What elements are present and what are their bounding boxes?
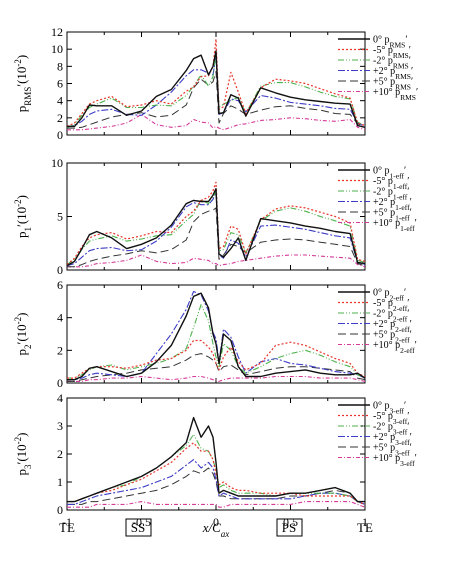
y-tick-label: 10 [51, 42, 63, 56]
panel-2: 0 5 10 p1′(10-2) 0° p1-eff′-5° p1-eff′-2° p1… [13, 156, 417, 277]
y-tick-label: 1 [57, 475, 63, 489]
y-tick-label: 4 [57, 94, 63, 108]
series-line-4 [67, 290, 365, 381]
legend-entry: 0° p1-eff′ [373, 166, 406, 181]
series-line-1 [67, 292, 365, 381]
series-line-2 [67, 442, 365, 505]
series-line-3 [67, 52, 365, 128]
legend-entry: +2° p1-eff′ [373, 197, 412, 212]
legend-entry: +5° p2-eff′ [373, 330, 412, 345]
y-tick-label: 4 [57, 311, 63, 325]
panel-1: 0 2 4 6 8 10 12 pRMS′(10-2) 0° pRMS′-5° pRMS′-2°… [13, 25, 418, 142]
y-tick-label: 4 [57, 391, 63, 405]
legend-entry: -2° p2-eff′ [373, 309, 409, 324]
legend-entry: +5° pRMS′ [373, 77, 413, 92]
legend-entry: -5° p1-eff′ [373, 176, 409, 191]
legend-entry: -2° p1-eff′ [373, 187, 409, 202]
x-tick-label: 1 [362, 515, 368, 529]
plot-frame [66, 31, 366, 136]
legend-entry: 0° pRMS′ [373, 35, 408, 50]
legend-entry: +2° pRMS′ [373, 66, 413, 81]
legend-entry: +10° p2-eff′ [373, 340, 417, 355]
legend-entry: 0° p2-eff′ [373, 288, 406, 303]
ss-box [125, 518, 152, 537]
y-tick-label: 2 [57, 447, 63, 461]
y-tick-label: 0 [57, 503, 63, 517]
series-line-1 [67, 50, 365, 128]
legend-entry: -2° pRMS′ [373, 56, 411, 71]
legend-entry: -5° pRMS′ [373, 45, 411, 60]
y-axis-label: p3′(10-2) [13, 432, 33, 475]
series-line-5 [67, 207, 365, 268]
legend-entry: +5° p3-eff′ [373, 443, 412, 458]
series-line-1 [67, 188, 365, 267]
x-tick-label: -1 [62, 515, 72, 529]
y-tick-label: 2 [57, 111, 63, 125]
series-line-6 [67, 501, 365, 508]
y-axis-label: pRMS′(10-2) [13, 55, 33, 113]
legend-entry: +2° p2-eff′ [373, 319, 412, 334]
y-tick-label: 12 [51, 25, 63, 39]
y-tick-label: 3 [57, 419, 63, 433]
ps-label: PS [282, 520, 296, 535]
legend-entry: +2° p3-eff′ [373, 432, 412, 447]
series-line-3 [67, 304, 365, 379]
series-line-6 [67, 254, 365, 268]
series-line-2 [67, 339, 365, 379]
y-tick-label: 6 [57, 77, 63, 91]
legend-entry: -5° p2-eff′ [373, 298, 409, 313]
te-right-label: TE [357, 520, 373, 535]
y-tick-label: 8 [57, 59, 63, 73]
series-line-4 [67, 55, 365, 127]
series-line-2 [67, 38, 365, 127]
y-tick-label: 0 [57, 128, 63, 142]
series-group [67, 416, 365, 508]
plot-frame [66, 284, 366, 384]
ps-box [276, 518, 303, 537]
legend-entry: -5° p3-eff′ [373, 411, 409, 426]
y-tick-label: 0 [57, 263, 63, 277]
y-tick-label: 0 [57, 376, 63, 390]
legend-entry: +10° pRMS′ [373, 87, 418, 102]
y-tick-label: 10 [51, 156, 63, 170]
legend-entry: +10° p3-eff′ [373, 453, 417, 468]
y-tick-label: 2 [57, 343, 63, 357]
series-line-2 [67, 181, 365, 266]
series-line-1 [67, 416, 365, 503]
legend-entry: 0° p3-eff′ [373, 401, 406, 416]
y-tick-label: 5 [57, 210, 63, 224]
panel-3: 0 2 4 6 p2′(10-2) 0° p2-eff′-5° p2-eff′-2° p2… [13, 278, 417, 390]
te-left-label: TE [59, 520, 75, 535]
y-axis-label: p1′(10-2) [13, 195, 33, 238]
series-line-6 [67, 375, 365, 382]
series-line-5 [67, 71, 365, 129]
legend-entry: -2° p3-eff′ [373, 422, 409, 437]
x-axis-label: x/Cax [202, 520, 230, 539]
series-group [67, 181, 365, 268]
legend-entry: +5° p1-eff′ [373, 208, 412, 223]
y-tick-label: 6 [57, 278, 63, 292]
legend-entry: +10° p1-eff′ [373, 218, 417, 233]
ss-label: SS [131, 520, 145, 535]
y-axis-label: p2′(10-2) [13, 312, 33, 355]
x-tick-label: 0 [213, 515, 219, 529]
series-group [67, 38, 365, 131]
series-group [67, 290, 365, 382]
series-line-6 [67, 113, 365, 131]
